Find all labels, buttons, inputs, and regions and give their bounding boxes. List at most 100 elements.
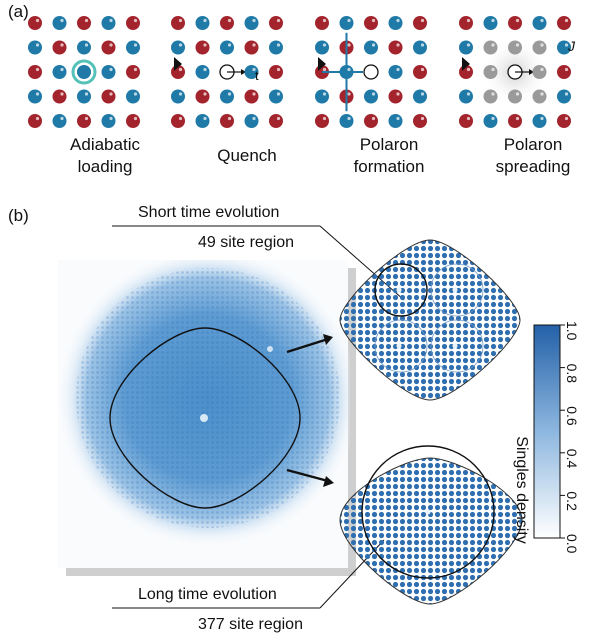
stage-label-line1: Polaron (503, 135, 563, 154)
atom (101, 89, 116, 104)
atom (508, 89, 522, 104)
atom (28, 89, 42, 104)
atom (269, 65, 283, 79)
stage-label-line2: spreading (495, 157, 571, 176)
atom (195, 114, 210, 128)
stage-label-line2: formation (353, 157, 425, 176)
density-cloud-texture (76, 268, 340, 528)
atom (413, 16, 427, 30)
lattice-panel-2 (171, 16, 283, 128)
atom (52, 40, 67, 55)
atom (483, 89, 498, 104)
density-image (58, 260, 356, 576)
atom (557, 65, 571, 79)
atom (388, 89, 403, 104)
atom (269, 40, 283, 55)
atom (483, 114, 498, 128)
lattice-group (28, 16, 571, 128)
atom (77, 40, 91, 55)
atom (413, 40, 427, 55)
atom (101, 40, 116, 55)
atom (77, 65, 91, 79)
stage-label-adiabatic: Adiabatic loading (50, 134, 160, 178)
long-time-region-outline (109, 327, 301, 509)
colorbar-tick-label: 0.2 (564, 491, 580, 511)
atom (483, 16, 498, 30)
atom (557, 16, 571, 30)
zoom-arrows (286, 334, 334, 487)
atom (508, 40, 522, 55)
atom (101, 65, 116, 79)
long-time-title: Long time evolution (138, 586, 277, 603)
atom (126, 89, 140, 104)
atom (459, 16, 473, 30)
atom (195, 16, 210, 30)
atom (388, 40, 403, 55)
atom (244, 16, 259, 30)
atom (126, 65, 140, 79)
atom (28, 40, 42, 55)
stage-label-line2: loading (77, 157, 133, 176)
atom (508, 114, 522, 128)
atom (171, 16, 185, 30)
polaron-center (200, 414, 208, 422)
atom (52, 65, 67, 79)
colorbar-tick-label: 0.4 (564, 449, 580, 469)
hole (363, 64, 379, 80)
atom (315, 16, 329, 30)
impurity-ring (71, 59, 97, 85)
colorbar-tick-label: 1.0 (564, 321, 580, 341)
atom (508, 16, 522, 30)
atom (364, 40, 378, 55)
atom (269, 89, 283, 104)
atom (269, 16, 283, 30)
atom (364, 114, 378, 128)
atom (532, 16, 547, 30)
hopping-symbol: J (568, 38, 575, 54)
atom (220, 40, 234, 55)
panel-a-label: (a) (8, 2, 29, 21)
atom (483, 65, 498, 79)
atom (126, 40, 140, 55)
stage-label-spreading: Polaron spreading (478, 134, 588, 178)
colorbar-label: Singles density (513, 436, 530, 544)
impurity-spot (267, 346, 273, 352)
atom (195, 65, 210, 79)
atom (364, 16, 378, 30)
atom (28, 65, 42, 79)
stage-arrows (174, 57, 470, 71)
short-region-label: 49 site region (198, 234, 295, 251)
atom (315, 40, 329, 55)
colorbar: 0.0 0.2 0.4 0.6 0.8 1.0 (533, 321, 580, 554)
atom (28, 16, 42, 30)
atom (483, 40, 498, 55)
atom (171, 40, 185, 55)
stage-label-formation: Polaron formation (334, 134, 444, 178)
short-region-circle (374, 263, 428, 317)
atom (364, 89, 378, 104)
atom (126, 16, 140, 30)
atom (388, 65, 403, 79)
stage-label-line1: Polaron (359, 135, 419, 154)
colorbar-tick-label: 0.8 (564, 364, 580, 384)
atom (220, 89, 234, 104)
atom (52, 114, 67, 128)
atom (77, 114, 91, 128)
atom (52, 89, 67, 104)
atom (459, 89, 473, 104)
atom (459, 114, 473, 128)
stage-arrow-3 (462, 57, 470, 71)
atom (388, 114, 403, 128)
atom (28, 114, 42, 128)
long-region-circle (361, 445, 495, 579)
panel-b-label: (b) (8, 206, 29, 225)
atom (101, 114, 116, 128)
stage-arrow-2 (318, 57, 326, 71)
atom (171, 89, 185, 104)
atom (557, 89, 571, 104)
stage-label-line1: Quench (217, 146, 277, 165)
atom (315, 114, 329, 128)
time-symbol: t (255, 68, 259, 83)
atom (413, 114, 427, 128)
atom (220, 16, 234, 30)
